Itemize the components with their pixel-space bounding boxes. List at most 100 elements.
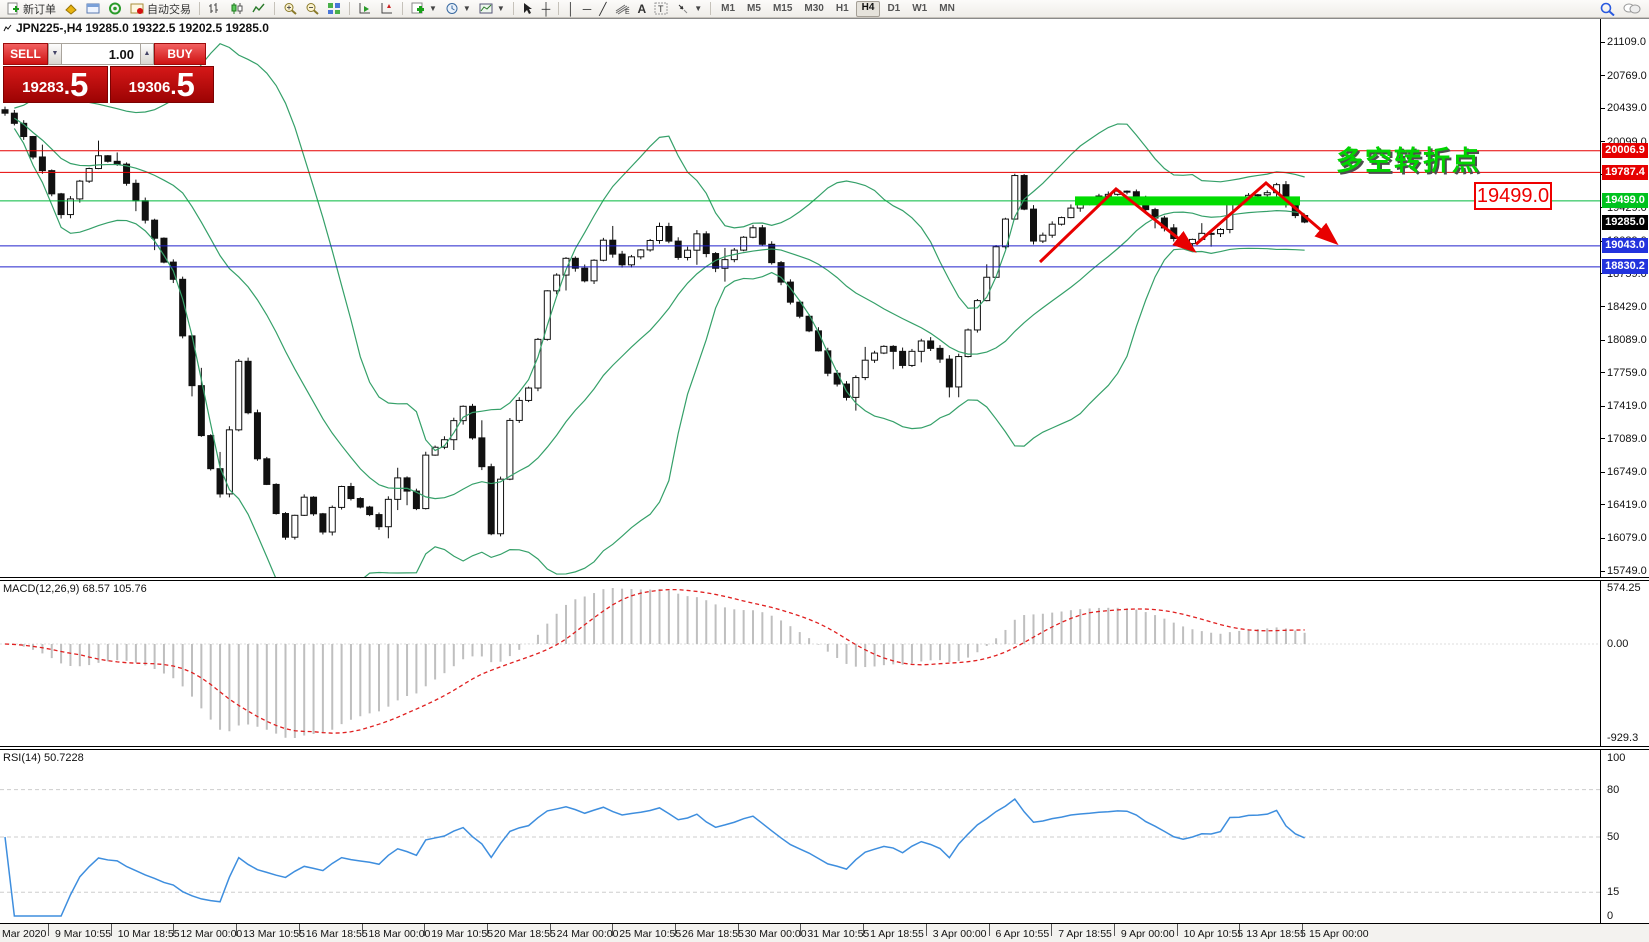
bar-chart-button[interactable]: [205, 1, 225, 17]
rsi-pane-canvas[interactable]: [0, 750, 1600, 923]
new-order-button[interactable]: 新订单: [4, 1, 59, 17]
level-price-badge[interactable]: 19499.0: [1602, 193, 1648, 209]
price-tick-label: 20769.0: [1607, 69, 1647, 82]
horizontal-line-tool-button[interactable]: ─: [580, 1, 595, 17]
time-axis-label: 1 Apr 18:55: [870, 928, 924, 940]
timeframe-button-w1[interactable]: W1: [912, 2, 928, 14]
timeframe-button-m30[interactable]: M30: [804, 2, 824, 14]
pane-separator[interactable]: [0, 577, 1649, 581]
templates-button[interactable]: ▼: [476, 1, 508, 17]
tile-windows-button[interactable]: [324, 1, 344, 17]
indicators-icon: [411, 2, 424, 14]
buy-button[interactable]: BUY: [154, 43, 206, 65]
arrows-tool-button[interactable]: ▼: [673, 1, 705, 17]
vertical-line-icon: │: [567, 1, 575, 16]
price-axis-tick: [1601, 141, 1605, 143]
sell-price-display[interactable]: 19283. 5: [3, 66, 108, 103]
pane-separator[interactable]: [0, 746, 1649, 750]
timeframe-button-h4[interactable]: H4: [855, 0, 881, 17]
level-price-badge[interactable]: 19787.4: [1602, 164, 1648, 180]
price-axis-tick: [1601, 75, 1605, 77]
dropdown-arrow-icon: ▼: [429, 4, 437, 13]
macd-axis-max: 574.25: [1607, 582, 1641, 594]
price-tick-label: 18429.0: [1607, 300, 1647, 313]
search-icon[interactable]: [1600, 2, 1615, 16]
toolbar-separator: [558, 2, 560, 15]
trendline-icon: ╱: [599, 1, 607, 16]
price-callout-label[interactable]: 19499.0: [1474, 182, 1552, 210]
time-axis-tick: [110, 924, 112, 936]
price-axis-tick: [1601, 107, 1605, 109]
sell-price-fraction: 5: [69, 66, 89, 103]
data-window-button[interactable]: [83, 1, 103, 17]
timeframe-button-mn[interactable]: MN: [939, 2, 955, 14]
dropdown-arrow-icon: ▼: [496, 4, 505, 13]
autotrading-button[interactable]: 自动交易: [127, 1, 194, 17]
zoom-out-icon: [306, 3, 319, 15]
time-axis-tick: [298, 924, 300, 936]
volume-input[interactable]: [62, 43, 140, 65]
buy-price-fraction: 5: [176, 66, 195, 103]
rsi-axis-label: 80: [1607, 783, 1620, 796]
time-axis-tick: [800, 924, 802, 936]
line-chart-button[interactable]: [249, 1, 269, 17]
time-axis-tick: [486, 924, 488, 936]
current-price-badge[interactable]: 19285.0: [1602, 214, 1648, 230]
macd-pane-canvas[interactable]: [0, 581, 1600, 746]
sell-button[interactable]: SELL: [3, 43, 48, 65]
candlestick-chart-icon: [231, 3, 243, 14]
time-axis-label: 10 Apr 10:55: [1183, 928, 1244, 940]
cursor-tool-button[interactable]: [519, 1, 537, 17]
macd-label: MACD(12,26,9) 68.57 105.76: [3, 583, 147, 595]
timeframe-button-h1[interactable]: H1: [835, 2, 849, 14]
navigator-button[interactable]: [105, 1, 125, 17]
timeframe-button-m5[interactable]: M5: [747, 2, 761, 14]
timeframe-button-d1[interactable]: D1: [887, 2, 901, 14]
timeframe-button-m15[interactable]: M15: [772, 2, 793, 14]
market-watch-button[interactable]: [61, 1, 81, 17]
toolbar-separator: [349, 2, 350, 15]
time-axis-tick: [549, 924, 551, 936]
zoom-out-button[interactable]: [302, 1, 322, 17]
indicators-button[interactable]: ▼: [408, 1, 440, 17]
trendline-tool-button[interactable]: ╱: [596, 1, 609, 17]
periods-button[interactable]: ▼: [442, 1, 474, 17]
fibonacci-tool-button[interactable]: E: [612, 1, 633, 17]
volume-decrease-button[interactable]: ▼: [48, 43, 62, 65]
sell-price-main: 19283: [22, 79, 64, 96]
candlestick-chart-button[interactable]: [227, 1, 247, 17]
zoom-in-button[interactable]: [280, 1, 300, 17]
buy-price-display[interactable]: 19306. 5: [109, 66, 214, 103]
text-tool-button[interactable]: A: [635, 1, 650, 17]
turning-point-annotation[interactable]: 多空转折点: [1336, 146, 1481, 176]
volume-increase-button[interactable]: ▲: [140, 43, 154, 65]
time-axis-tick: [48, 924, 49, 936]
price-tick-label: 17759.0: [1607, 366, 1647, 379]
bar-chart-icon: [209, 3, 218, 13]
price-axis-tick: [1601, 570, 1605, 572]
timeframe-button-m1[interactable]: M1: [721, 2, 736, 14]
community-icon[interactable]: [1623, 2, 1641, 16]
level-price-badge[interactable]: 19043.0: [1602, 238, 1648, 254]
main-chart-canvas[interactable]: [0, 18, 1600, 577]
templates-icon: [479, 3, 493, 14]
text-label-tool-button[interactable]: T: [651, 1, 671, 17]
time-axis-label: 10 Mar 18:55: [117, 928, 180, 940]
level-price-badge[interactable]: 18830.2: [1602, 259, 1648, 275]
fibonacci-icon: E: [615, 4, 630, 15]
chart-symbol-icon: [3, 24, 12, 31]
time-axis-label: 26 Mar 18:55: [682, 928, 744, 940]
sell-price-dot: .: [63, 74, 70, 99]
toolbar-separator: [402, 2, 403, 15]
price-axis: 21109.020769.020439.020099.019769.019429…: [1600, 18, 1649, 923]
vertical-line-tool-button[interactable]: │: [564, 1, 578, 17]
level-price-badge[interactable]: 20006.9: [1602, 143, 1648, 159]
crosshair-tool-button[interactable]: ┼: [539, 1, 554, 17]
price-axis-tick: [1601, 438, 1605, 440]
auto-scroll-button[interactable]: [355, 1, 375, 17]
chart-shift-button[interactable]: [377, 1, 397, 17]
time-axis-label: 12 Mar 00:00: [180, 928, 243, 940]
time-axis-label: 18 Mar 00:00: [368, 928, 431, 940]
time-axis-tick: [675, 924, 676, 936]
